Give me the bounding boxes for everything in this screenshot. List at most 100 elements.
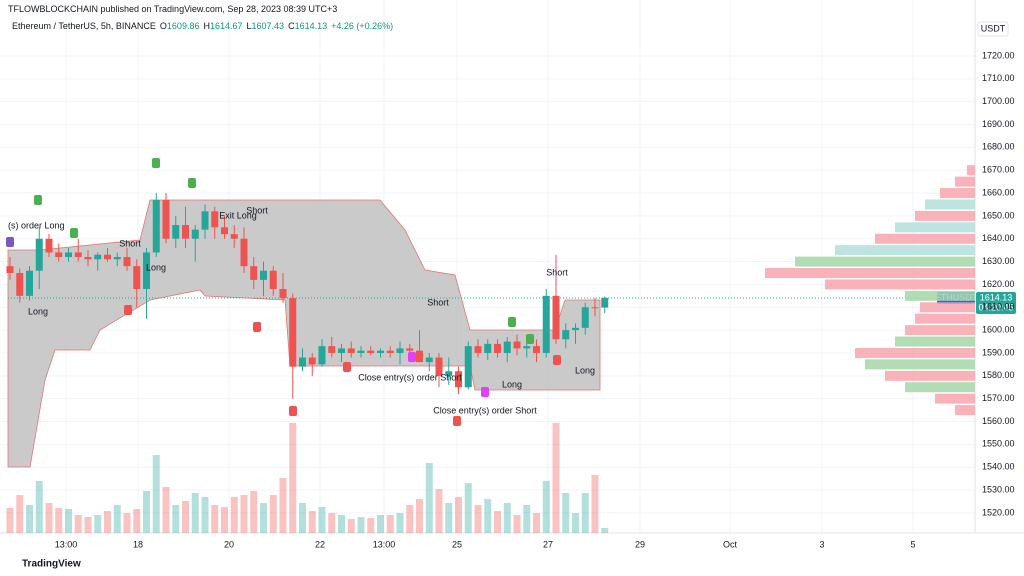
candle-body xyxy=(338,348,345,353)
volume-bar xyxy=(328,513,336,533)
volume-bar xyxy=(269,495,277,533)
volume-bar xyxy=(26,505,33,533)
candle-body xyxy=(455,371,462,388)
signal-label: Close entry(s) order Short xyxy=(358,372,462,382)
volume-bar xyxy=(464,483,472,533)
candle-body xyxy=(464,346,472,388)
l-value: 1607.43 xyxy=(251,21,285,31)
volume-bar xyxy=(16,495,24,533)
volume-bar xyxy=(357,517,365,533)
volume-bar xyxy=(377,515,384,533)
y-tick-label: 1640.00 xyxy=(982,233,1015,243)
volume-bar xyxy=(162,487,170,533)
y-tick-label: 1650.00 xyxy=(982,210,1015,220)
y-tick-label: 1720.00 xyxy=(982,50,1015,60)
y-tick-label: 1710.00 xyxy=(982,73,1015,83)
plot: 1520.00 1530.00 1540.00 1550.00 1560.00 1570.… xyxy=(6,50,1015,549)
ohlc: L1607.43 xyxy=(247,21,285,31)
h-value: 1614.67 xyxy=(209,21,243,31)
volume-bar xyxy=(84,517,92,533)
volume-bar xyxy=(143,491,150,533)
candle-body xyxy=(133,266,141,290)
ohlc: O1609.86 xyxy=(160,21,200,31)
volume-bar xyxy=(386,515,394,533)
candle-body xyxy=(601,297,609,308)
candle-body xyxy=(26,270,33,296)
volume-bar xyxy=(318,507,326,533)
candle-body xyxy=(152,199,160,253)
y-tick-label: 1530.00 xyxy=(982,484,1015,494)
candle-body xyxy=(269,270,277,290)
signal-badge xyxy=(188,178,196,188)
volume-bar xyxy=(152,455,160,533)
candle-body xyxy=(65,252,72,258)
volume-bar xyxy=(513,515,521,533)
candle-body xyxy=(542,295,550,353)
candle-body xyxy=(211,211,219,228)
profile-bar xyxy=(920,302,975,313)
profile-bar xyxy=(967,165,975,176)
y-tick-label: 1670.00 xyxy=(982,165,1015,175)
signal-badge xyxy=(508,317,516,327)
volume-bar xyxy=(474,505,482,533)
candle-body xyxy=(445,371,453,376)
volume-bar xyxy=(494,511,501,533)
volume-bar xyxy=(201,497,209,533)
signal-label: Close entry(s) order Short xyxy=(433,405,537,415)
volume-bar xyxy=(221,507,228,533)
candle-body xyxy=(435,357,443,376)
volume-bar xyxy=(55,508,63,533)
signal-badge xyxy=(152,158,160,168)
profile-bar xyxy=(825,279,975,290)
y-tick-label: 1610.00 xyxy=(982,302,1015,312)
candle-body xyxy=(201,211,209,230)
profile-bar xyxy=(875,233,975,244)
volume-bar xyxy=(133,509,141,533)
profile-bar xyxy=(905,382,975,393)
footer-logo: TradingView xyxy=(22,559,81,570)
volume-bar xyxy=(230,497,238,533)
signal-label: Long xyxy=(146,262,166,272)
y-tick-label: 1690.00 xyxy=(982,119,1015,129)
volume-bar xyxy=(74,515,82,533)
volume-bar xyxy=(191,493,199,533)
candle-body xyxy=(299,357,306,367)
h-label: H xyxy=(203,21,210,31)
profile-bar xyxy=(795,256,975,267)
candle-body xyxy=(230,234,238,239)
volume-bar xyxy=(533,513,540,533)
x-tick-label: 18 xyxy=(133,539,143,549)
volume-bar xyxy=(416,499,423,533)
signal-badge xyxy=(6,237,14,247)
signal-badge xyxy=(124,305,132,315)
y-tick-label: 1700.00 xyxy=(982,96,1015,106)
ohlc: H1614.67 xyxy=(203,21,242,31)
volume-bar xyxy=(113,505,121,533)
candle-body xyxy=(503,341,511,353)
candle-body xyxy=(425,357,433,363)
profile-bar xyxy=(765,268,975,279)
candle-body xyxy=(474,346,482,353)
profile-bar xyxy=(905,290,975,301)
signal-label: Short xyxy=(427,297,449,307)
price-tag-box xyxy=(976,292,1016,314)
profile-bar xyxy=(915,313,975,324)
candle-body xyxy=(289,298,297,367)
signal-badge xyxy=(453,416,461,426)
y-tick-label: 1630.00 xyxy=(982,256,1015,266)
candle-body xyxy=(6,266,14,274)
volume-bar xyxy=(572,513,579,533)
candle-body xyxy=(318,346,326,365)
signal-label: Long xyxy=(502,379,522,389)
volume-bar xyxy=(445,503,453,533)
volume-bar xyxy=(65,509,72,533)
candle-body xyxy=(16,273,24,296)
volume-bar xyxy=(347,519,355,533)
volume-bar xyxy=(260,503,267,533)
candle-body xyxy=(328,346,336,353)
volume-bar xyxy=(455,497,462,533)
candle-body xyxy=(279,289,287,299)
signal-label: Short xyxy=(119,238,141,248)
candle-body xyxy=(104,254,111,260)
volume-bar xyxy=(435,489,443,533)
